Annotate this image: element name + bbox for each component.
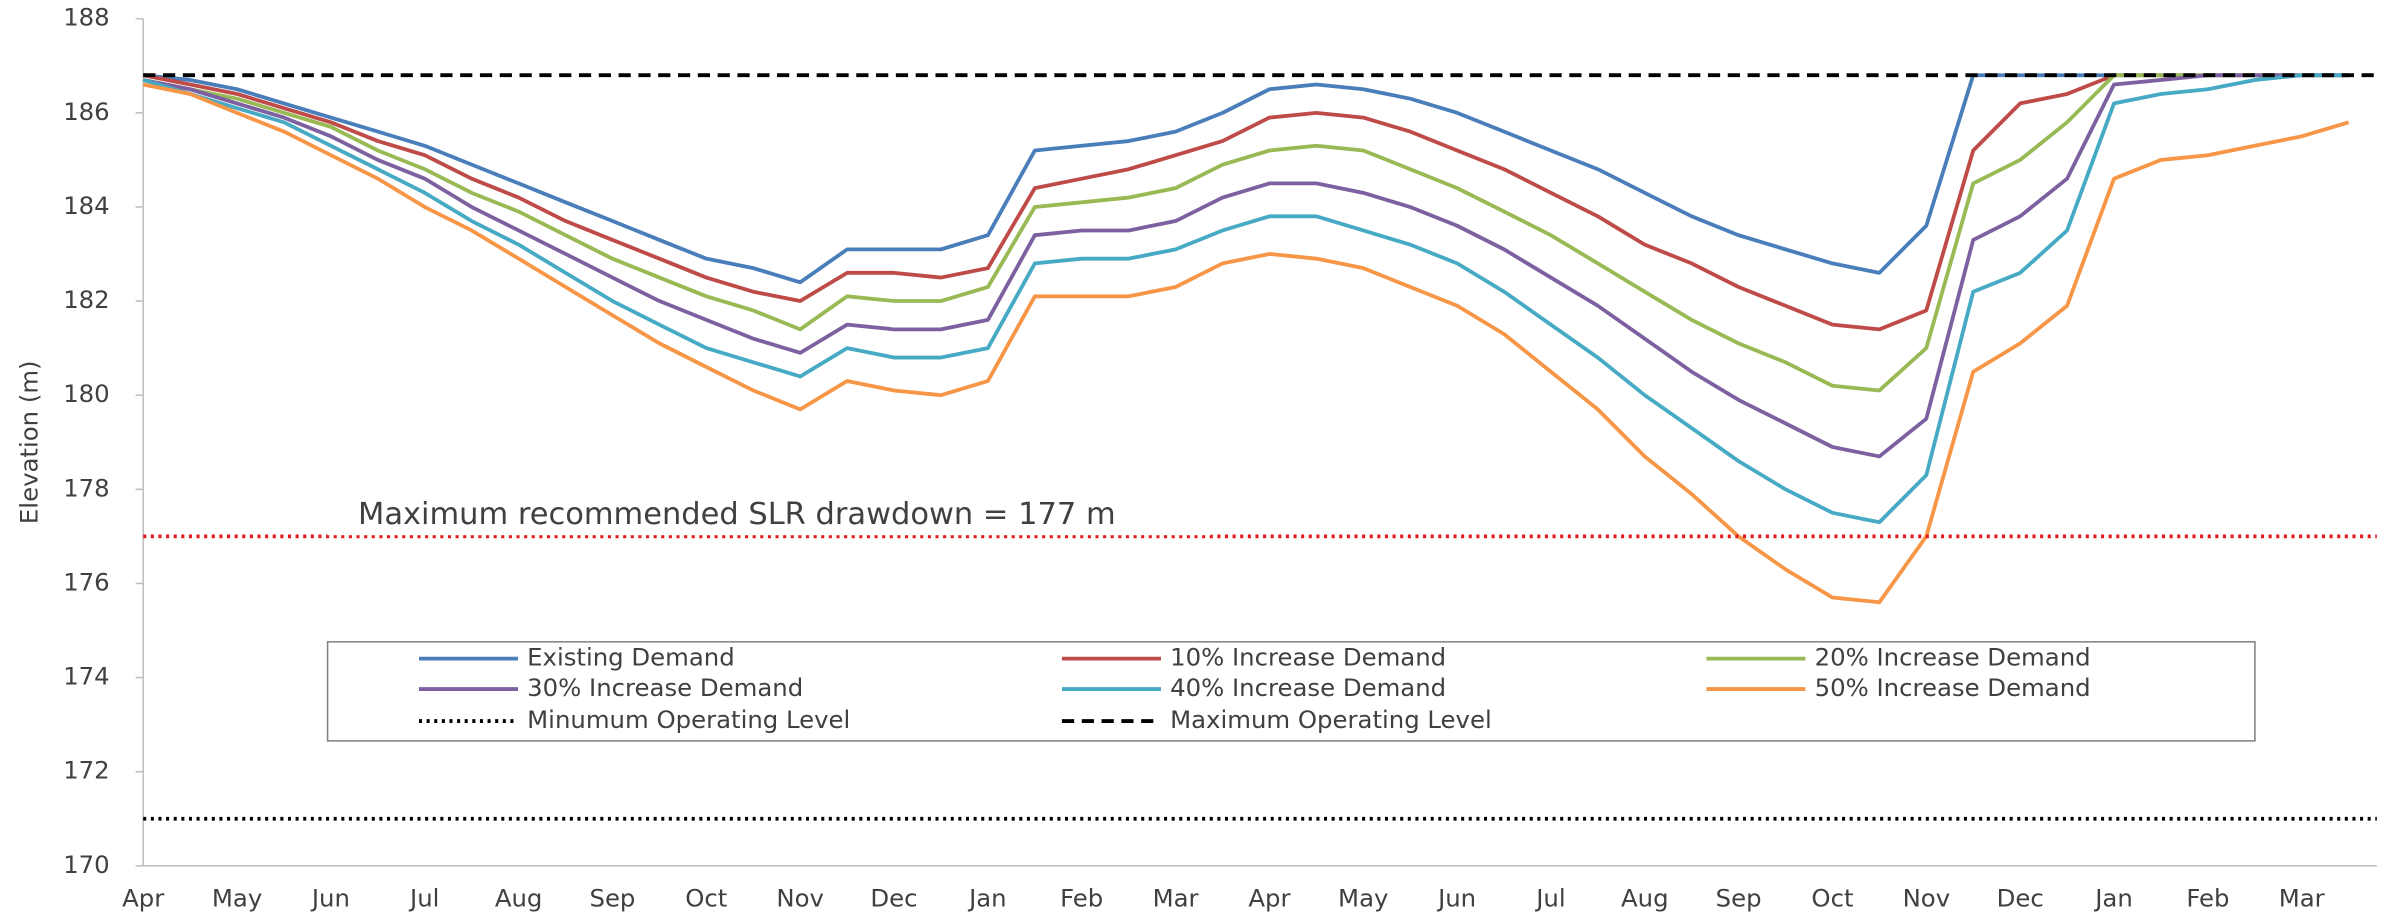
x-tick-label: Aug [1621, 883, 1669, 912]
x-tick-label: Oct [1811, 883, 1853, 912]
legend-label: 40% Increase Demand [1170, 673, 1446, 702]
x-tick-label: Jun [310, 883, 350, 912]
y-tick-label: 170 [63, 850, 110, 879]
annotation-box [327, 489, 1212, 536]
y-tick-label: 184 [63, 191, 110, 220]
legend-label: Minumum Operating Level [527, 705, 850, 734]
y-tick-label: 174 [63, 662, 110, 691]
x-tick-label: Apr [122, 883, 165, 912]
x-tick-label: Feb [2186, 883, 2229, 912]
x-tick-label: Mar [2279, 883, 2326, 912]
legend-label: 20% Increase Demand [1815, 643, 2091, 672]
x-tick-label: Feb [1060, 883, 1103, 912]
legend-label: 10% Increase Demand [1170, 643, 1446, 672]
x-tick-label: May [212, 883, 262, 912]
x-tick-label: Sep [1716, 883, 1762, 912]
x-tick-label: Dec [870, 883, 917, 912]
x-tick-label: Apr [1248, 883, 1291, 912]
x-tick-label: Jul [408, 883, 439, 912]
legend-label: 50% Increase Demand [1815, 673, 2091, 702]
legend: Existing Demand 10% Increase Demand 20% In… [326, 641, 2256, 742]
x-tick-label: Sep [589, 883, 635, 912]
series-line [143, 73, 2349, 285]
legend-label: Existing Demand [527, 643, 735, 672]
x-tick-label: Mar [1153, 883, 1200, 912]
y-tick-label: 182 [63, 285, 110, 314]
annotation: Maximum recommended SLR drawdown = 177 m [358, 497, 1116, 532]
series-line [142, 73, 2349, 393]
x-tick-label: Jan [967, 883, 1007, 912]
x-tick-label: Jan [2093, 883, 2133, 912]
y-tick-label: 172 [63, 756, 110, 785]
series-line [142, 73, 2349, 525]
x-tick-label: Nov [1903, 883, 1951, 912]
x-tick-label: Nov [776, 883, 824, 912]
series-line [142, 82, 2350, 605]
legend-box [326, 641, 2256, 742]
y-tick-label: 176 [63, 567, 110, 596]
x-tick-label: Jun [1436, 883, 1476, 912]
y-axis-label: Elevation (m) [14, 360, 43, 524]
x-tick-label: Aug [495, 883, 543, 912]
y-tick-label: 178 [63, 473, 110, 502]
x-tick-label: Oct [685, 883, 727, 912]
y-tick-label: 188 [63, 3, 110, 32]
legend-label: 30% Increase Demand [527, 673, 803, 702]
y-tick-label: 186 [63, 97, 110, 126]
series-line [142, 73, 2349, 459]
x-tick-label: Dec [1997, 883, 2044, 912]
x-tick-label: Jul [1534, 883, 1565, 912]
series-line [142, 73, 2349, 332]
plot-area [142, 73, 2377, 821]
x-tick-label: May [1338, 883, 1388, 912]
y-tick-label: 180 [63, 379, 110, 408]
legend-label: Maximum Operating Level [1170, 705, 1492, 734]
